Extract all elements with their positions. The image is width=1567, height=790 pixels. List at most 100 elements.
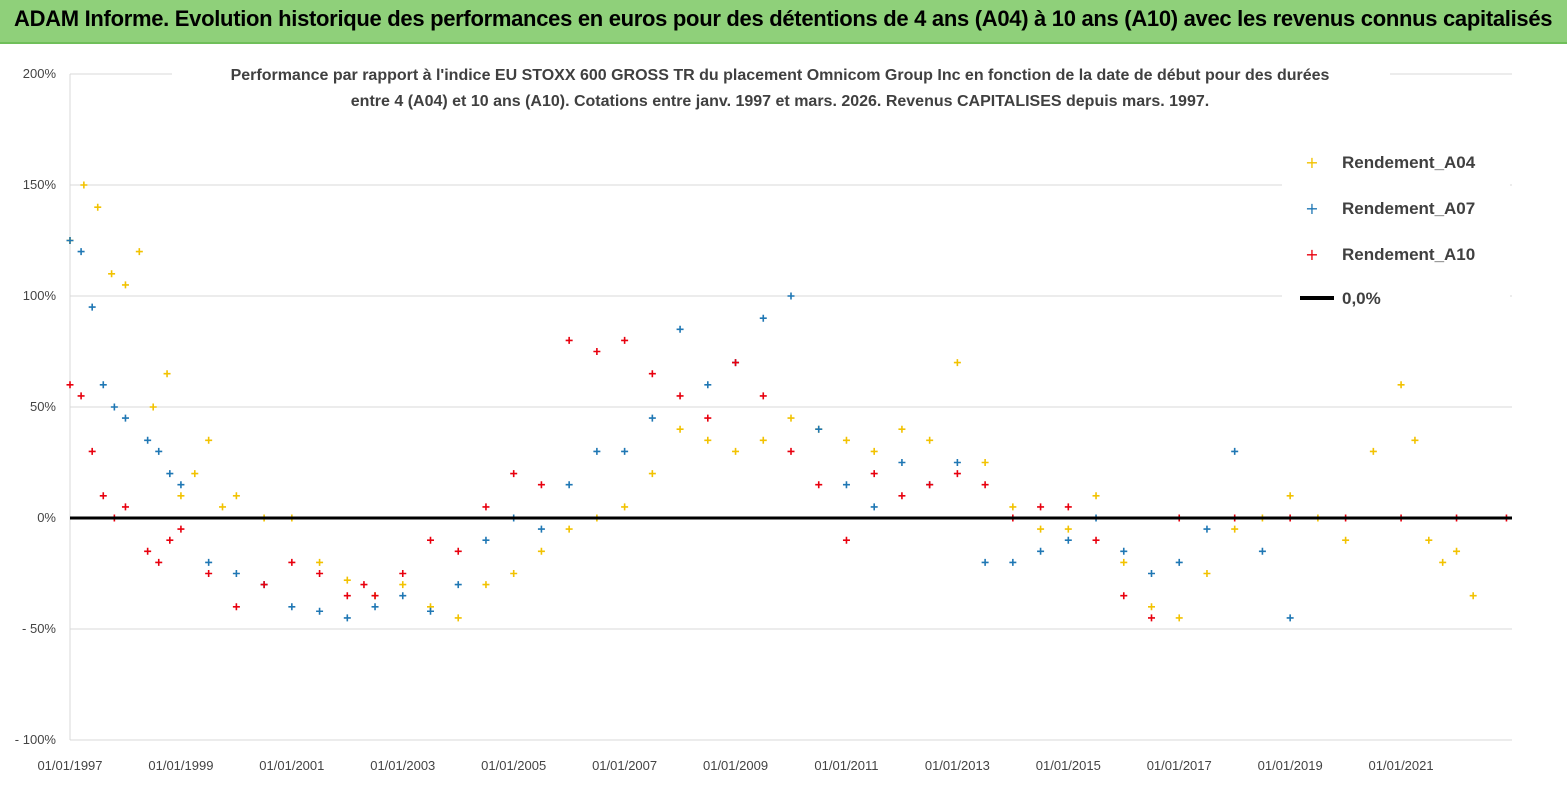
- point-a04: [1120, 558, 1128, 566]
- point-a04: [149, 403, 157, 411]
- x-tick-label: 01/01/2001: [259, 758, 324, 773]
- point-a04: [232, 492, 240, 500]
- point-a07: [144, 436, 152, 444]
- point-a07: [537, 525, 545, 533]
- point-a10: [343, 592, 351, 600]
- point-a10: [77, 392, 85, 400]
- point-a04: [219, 503, 227, 511]
- point-a10: [371, 592, 379, 600]
- point-a07: [454, 581, 462, 589]
- point-a07: [121, 414, 129, 422]
- point-a04: [163, 370, 171, 378]
- y-tick-label: 100%: [23, 288, 57, 303]
- x-tick-label: 01/01/2005: [481, 758, 546, 773]
- point-a10: [759, 392, 767, 400]
- point-a04: [1037, 525, 1045, 533]
- legend-background: [1282, 136, 1510, 318]
- point-a10: [260, 581, 268, 589]
- chart-legend: + Rendement_A04 + Rendement_A07 + Rendem…: [1282, 136, 1510, 318]
- point-a10: [870, 470, 878, 478]
- point-a07: [787, 292, 795, 300]
- x-tick-label: 01/01/1999: [148, 758, 213, 773]
- point-a04: [343, 576, 351, 584]
- point-a04: [177, 492, 185, 500]
- point-a07: [316, 607, 324, 615]
- point-a04: [621, 503, 629, 511]
- point-a04: [1203, 570, 1211, 577]
- point-a04: [1453, 547, 1461, 555]
- point-a04: [926, 436, 934, 444]
- point-a10: [593, 348, 601, 355]
- y-tick-label: - 100%: [15, 732, 57, 747]
- series-Rendement_A10: [66, 336, 1510, 622]
- x-tick-label: 01/01/2021: [1369, 758, 1434, 773]
- chart-svg: 200%150%100%50%0%- 50%- 100% 01/01/1997 0…: [15, 60, 1512, 773]
- point-a10: [1092, 536, 1100, 544]
- point-a07: [482, 536, 490, 544]
- y-tick-label: - 50%: [22, 621, 56, 636]
- point-a07: [621, 447, 629, 455]
- point-a07: [371, 603, 379, 611]
- point-a04: [870, 447, 878, 455]
- point-a07: [205, 558, 213, 566]
- point-a10: [1148, 614, 1155, 622]
- point-a07: [815, 425, 823, 433]
- point-a04: [1148, 603, 1155, 611]
- point-a04: [1469, 592, 1477, 600]
- point-a07: [288, 603, 296, 611]
- point-a10: [316, 570, 324, 577]
- point-a07: [981, 558, 989, 566]
- point-a10: [510, 470, 518, 478]
- x-tick-label: 01/01/2011: [814, 758, 878, 773]
- point-a10: [399, 570, 407, 577]
- point-a07: [1175, 558, 1183, 566]
- point-a10: [205, 570, 213, 577]
- point-a04: [898, 425, 906, 433]
- x-tick-label: 01/01/2019: [1258, 758, 1323, 773]
- chart-title-line-1: Performance par rapport à l'indice EU ST…: [231, 67, 1330, 84]
- x-tick-label: 01/01/2003: [370, 758, 435, 773]
- point-a07: [66, 237, 74, 244]
- point-a10: [88, 447, 96, 455]
- point-a07: [88, 303, 96, 311]
- point-a10: [842, 536, 850, 544]
- point-a04: [205, 436, 213, 444]
- point-a04: [981, 459, 989, 466]
- point-a04: [842, 436, 850, 444]
- point-a04: [1425, 536, 1433, 544]
- point-a10: [144, 547, 152, 555]
- point-a04: [80, 181, 88, 189]
- point-a04: [732, 447, 740, 455]
- point-a04: [759, 436, 767, 444]
- point-a10: [1064, 503, 1072, 511]
- point-a04: [676, 425, 684, 433]
- point-a10: [1120, 592, 1128, 600]
- chart-points: [66, 181, 1510, 622]
- chart-title-line-2: entre 4 (A04) et 10 ans (A10). Cotations…: [351, 93, 1209, 110]
- point-a04: [454, 614, 462, 622]
- legend-label-a07: Rendement_A07: [1342, 199, 1475, 218]
- point-a07: [99, 381, 107, 389]
- point-a04: [1397, 381, 1405, 389]
- point-a07: [759, 314, 767, 322]
- point-a04: [1231, 525, 1239, 533]
- point-a04: [565, 525, 573, 533]
- point-a04: [1342, 536, 1350, 544]
- point-a10: [177, 525, 185, 533]
- point-a10: [926, 481, 934, 489]
- point-a07: [343, 614, 351, 622]
- point-a10: [232, 603, 240, 611]
- point-a07: [1037, 547, 1045, 555]
- point-a04: [108, 270, 116, 278]
- point-a04: [1411, 436, 1419, 444]
- series-Rendement_A04: [66, 181, 1477, 622]
- point-a10: [621, 336, 629, 344]
- point-a04: [1439, 558, 1447, 566]
- point-a04: [1286, 492, 1294, 500]
- point-a04: [482, 581, 490, 589]
- y-tick-label: 0%: [37, 510, 56, 525]
- point-a10: [648, 370, 656, 378]
- series-Rendement_A07: [66, 237, 1294, 622]
- point-a07: [1231, 447, 1239, 455]
